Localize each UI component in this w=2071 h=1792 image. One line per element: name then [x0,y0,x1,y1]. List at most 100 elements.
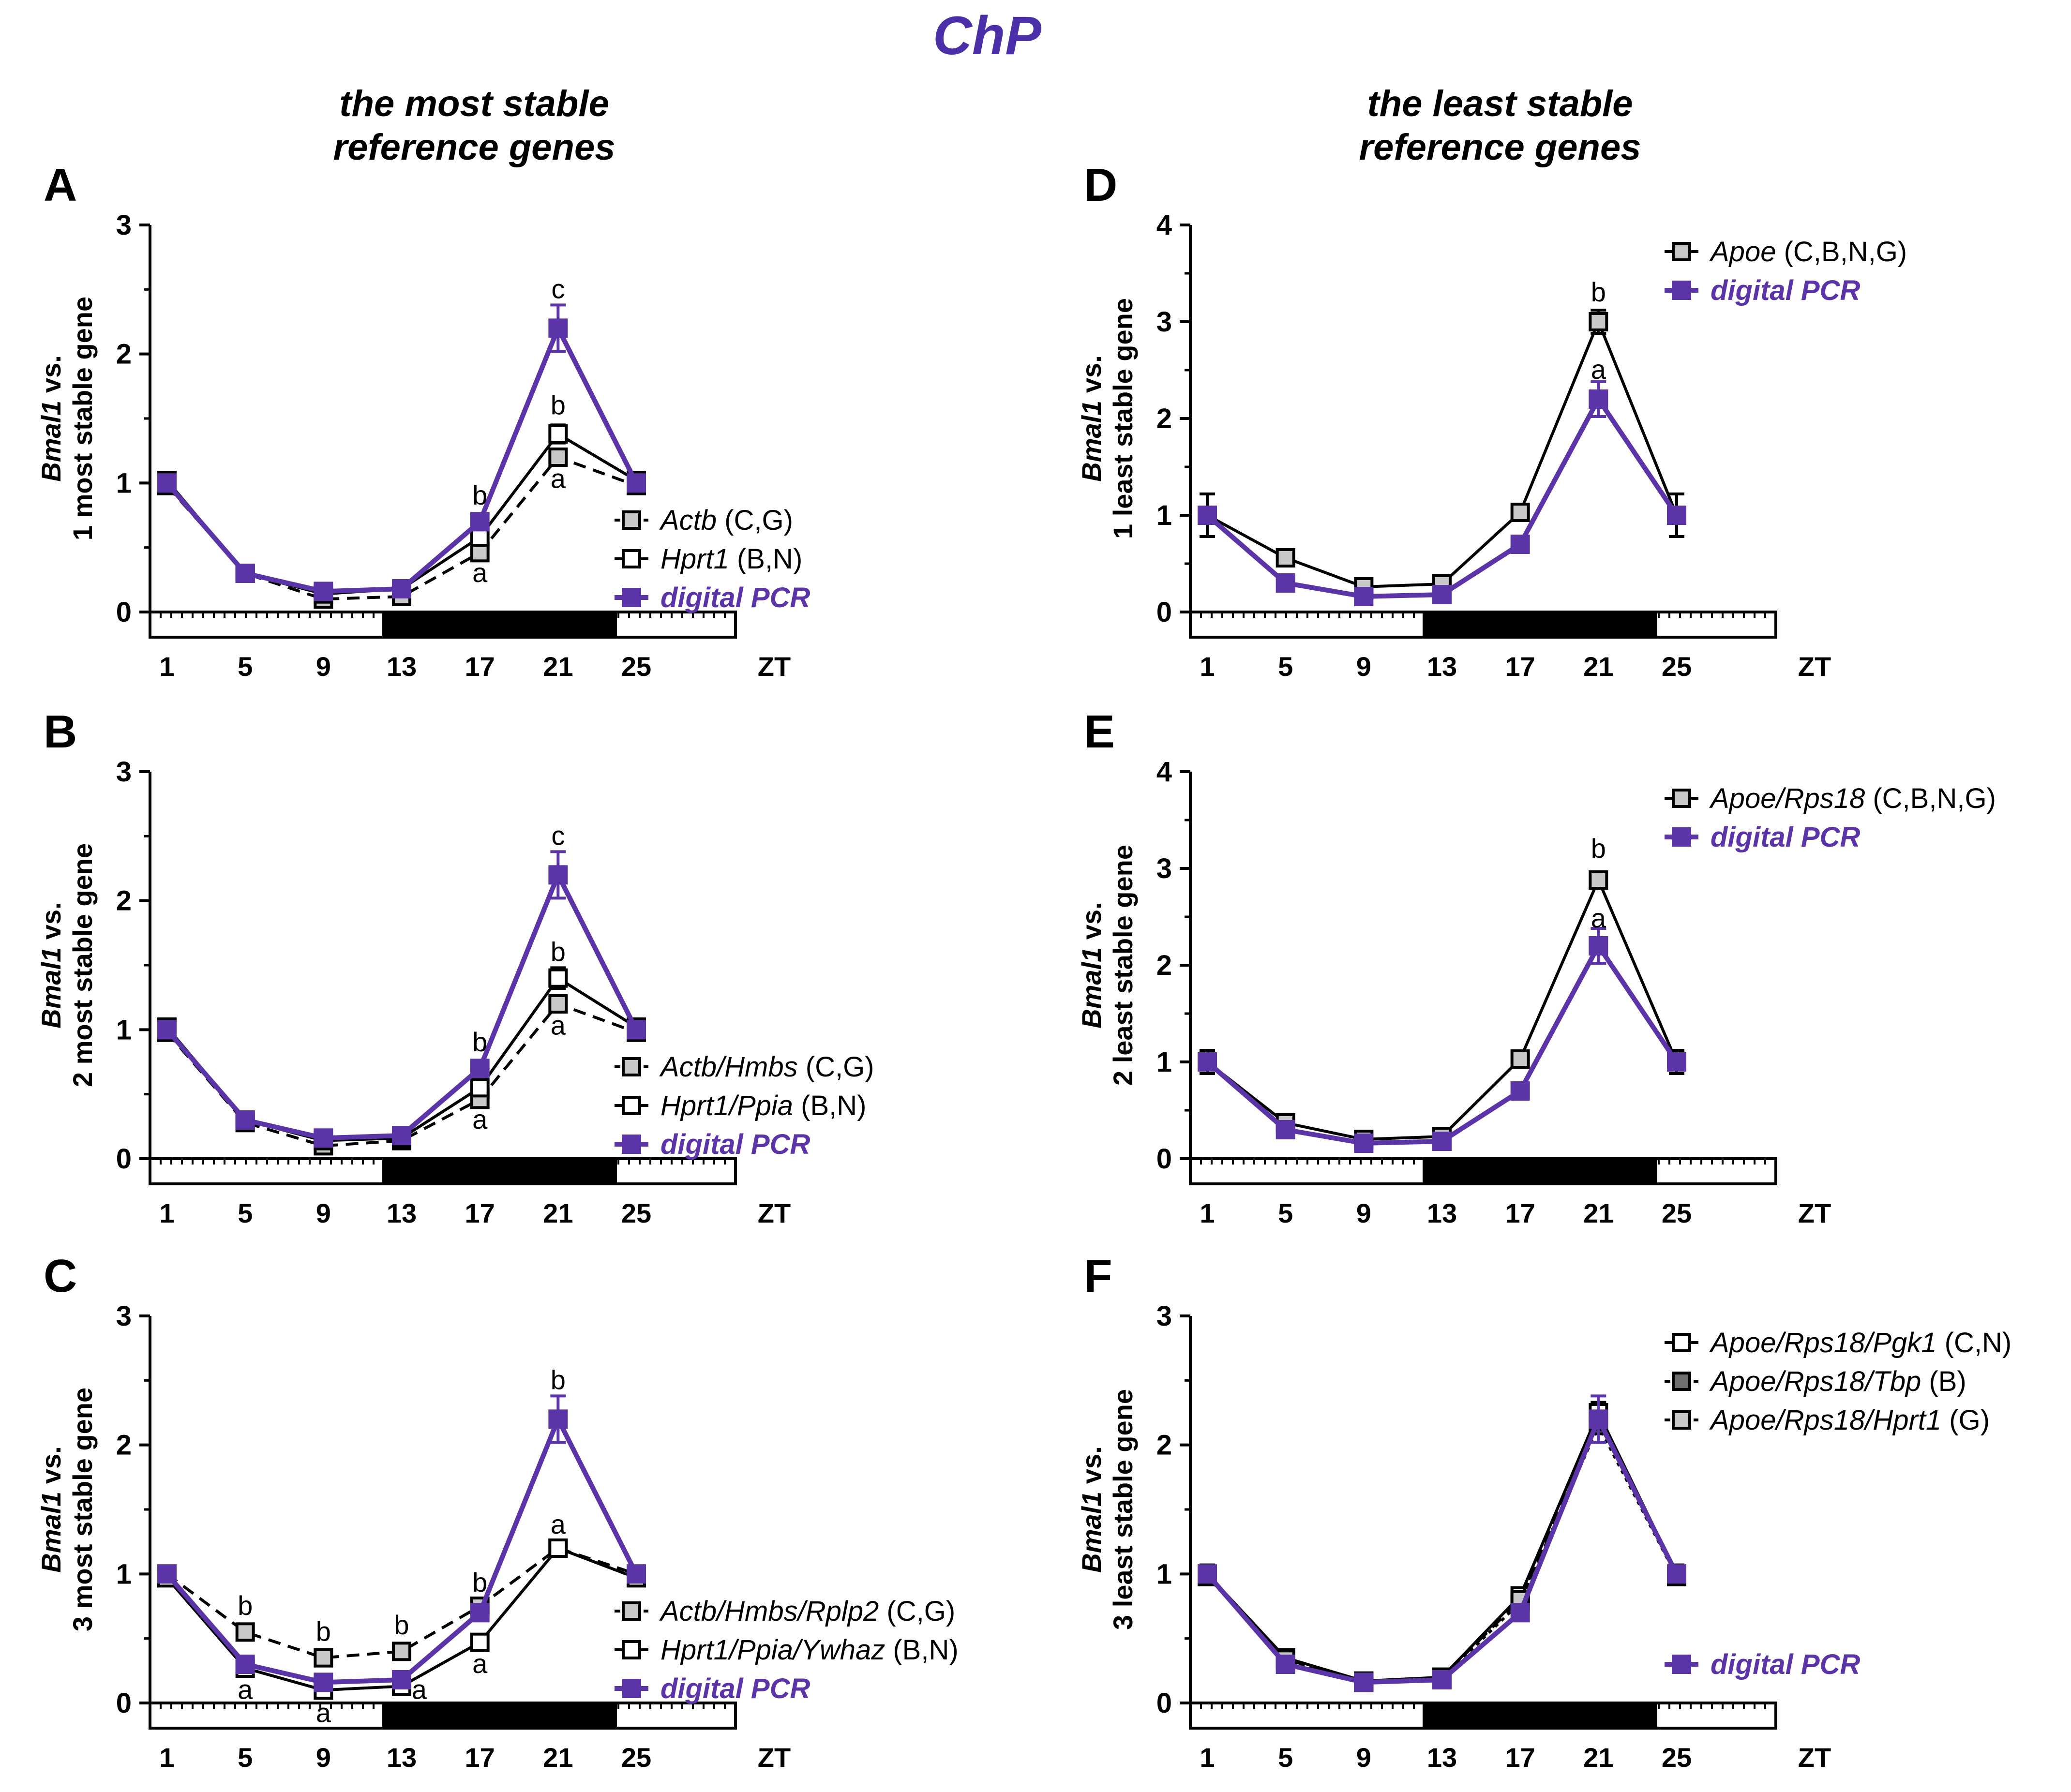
panel-F-series-2-line [1206,1418,1678,1684]
panel-F-legend-0-marker [1672,1333,1691,1352]
panel-E-xtick-label-0: 1 [1200,1198,1215,1228]
panel-F-legend-2-marker [1672,1410,1691,1430]
panel-B-dark-bar [382,1159,617,1184]
panel-F-series-3-point-2 [1354,1673,1374,1692]
panel-E-legend-0-label: Apoe/Rps18 (C,B,N,G) [1709,783,1996,814]
panel-E-ytick-label-2: 2 [1156,950,1172,981]
panel-A-series-1-point-4 [470,527,490,547]
panel-C-series-2-point-2 [314,1673,333,1692]
panel-D-xaxis-label: ZT [1798,651,1831,682]
panel-A-legend-0-label: Actb (C,G) [659,505,793,536]
panel-B-series-1-point-5 [548,968,568,988]
panel-D-series-0-point-4 [1510,503,1530,522]
panel-B-xtick-label-4: 17 [465,1198,495,1228]
panel-C-series-1-point-5 [548,1538,568,1558]
panel-C-xtick-label-2: 9 [316,1742,331,1773]
panel-B-series-2-point-4 [470,1059,490,1078]
panel-C-xtick-label-5: 21 [543,1742,573,1773]
panel-F-legend-1-label: Apoe/Rps18/Tbp (B) [1709,1366,1966,1397]
panel-C-dark-bar [382,1703,617,1728]
panel-A-ytick-label-2: 2 [116,339,132,370]
panel-A-ylabel-line2: 1 most stable gene [67,297,98,540]
panel-C-annotation-8: b [394,1610,409,1640]
panel-D-xtick-label-5: 21 [1583,651,1613,682]
panel-F-ytick-label-0: 0 [1156,1687,1172,1719]
panel-D-series-0-point-5 [1589,312,1608,331]
panel-A-xtick-label-3: 13 [387,651,417,682]
panel-D-series-1-point-0 [1198,506,1217,525]
panel-F-dark-bar [1423,1703,1657,1728]
panel-E-series-1-point-1 [1276,1120,1295,1139]
panel-F-series-3-point-6 [1667,1564,1686,1584]
panel-E-series-1-point-2 [1354,1134,1374,1153]
panel-D-ylabel-line2: 1 least stable gene [1108,298,1138,539]
panel-B-legend-1-label: Hprt1/Ppia (B,N) [660,1090,866,1121]
panel-D-legend-0-marker [1672,242,1691,261]
panel-F-series-3-point-4 [1510,1603,1530,1623]
panel-E-xaxis-label: ZT [1798,1198,1831,1228]
panel-B-annotation-1: b [551,936,566,967]
panel-B-xtick-label-6: 25 [621,1198,651,1228]
panel-F-legend-2-label: Apoe/Rps18/Hprt1 (G) [1709,1404,1990,1436]
panel-E-ytick-label-4: 4 [1156,756,1172,788]
panel-D-xtick-label-3: 13 [1427,651,1457,682]
panel-D-dark-bar [1423,612,1657,637]
panel-B-series-2-point-3 [392,1126,411,1145]
panel-B-xaxis-label: ZT [758,1198,791,1228]
panel-D-letter: D [1084,159,1117,211]
panel-A-ytick-label-3: 3 [116,209,132,241]
panel-B-legend-0-label: Actb/Hmbs (C,G) [659,1051,874,1083]
panel-E-ytick-label-1: 1 [1156,1046,1172,1078]
panel-C-letter: C [44,1250,77,1302]
panel-B-annotation-2: a [551,1010,566,1040]
panel-C-series-2-point-3 [392,1670,411,1689]
panel-E-legend-1-label: digital PCR [1711,821,1860,853]
panel-E-ytick-label-3: 3 [1156,853,1172,884]
panel-C-series-1-point-4 [470,1632,490,1652]
panel-A-annotation-0: c [551,273,565,304]
panel-E-xtick-label-5: 21 [1583,1198,1613,1228]
panel-C-ylabel-line1: Bmal1 vs. [36,1446,66,1573]
panel-C-xtick-label-6: 25 [621,1742,651,1773]
panel-E-xtick-label-1: 5 [1278,1198,1293,1228]
panel-D-series-1-point-4 [1510,535,1530,554]
panel-C-annotation-6: b [316,1616,331,1646]
panel-F-legend-3-marker [1672,1655,1691,1674]
panel-E-series-1-point-4 [1510,1081,1530,1101]
panel-C-series-0-point-2 [314,1648,333,1668]
panel-E-xtick-label-6: 25 [1662,1198,1692,1228]
panel-B-legend-0-marker [622,1057,641,1076]
panel-A-legend-1-label: Hprt1 (B,N) [660,543,802,575]
panel-D-ytick-label-2: 2 [1156,403,1172,434]
panel-C-xtick-label-0: 1 [159,1742,174,1773]
panel-A-annotation-2: a [551,463,566,493]
panel-E-series-1-point-0 [1198,1052,1217,1072]
panel-D-series-1-point-2 [1354,587,1374,606]
panel-C-legend-0-label: Actb/Hmbs/Rplp2 (C,G) [659,1596,955,1627]
panel-D-ytick-label-4: 4 [1156,209,1172,241]
figure-title: ChP [933,5,1041,66]
panel-A-xtick-label-4: 17 [465,651,495,682]
panel-F-series-3-point-0 [1198,1564,1217,1584]
panel-B-annotation-3: b [472,1027,487,1057]
panel-B-xtick-label-2: 9 [316,1198,331,1228]
panel-D-series-1-point-1 [1276,573,1295,593]
panel-A-xaxis-label: ZT [758,651,791,682]
panel-A-series-1-point-5 [548,424,568,444]
panel-F-series-3-point-5 [1589,1409,1608,1429]
panel-A-series-2-point-6 [627,473,646,493]
panel-C-series-2-point-0 [157,1564,177,1584]
left-column-header-line2: reference genes [333,127,615,168]
panel-F-legend-0-label: Apoe/Rps18/Pgk1 (C,N) [1709,1327,2011,1359]
panel-B-ylabel-line1: Bmal1 vs. [36,902,66,1029]
panel-C-annotation-5: a [238,1674,253,1704]
right-column-header-line2: reference genes [1359,127,1641,168]
panel-B-series-1-point-4 [470,1078,490,1098]
panel-B-series-2-point-5 [548,865,568,885]
panel-F-ytick-label-3: 3 [1156,1300,1172,1332]
